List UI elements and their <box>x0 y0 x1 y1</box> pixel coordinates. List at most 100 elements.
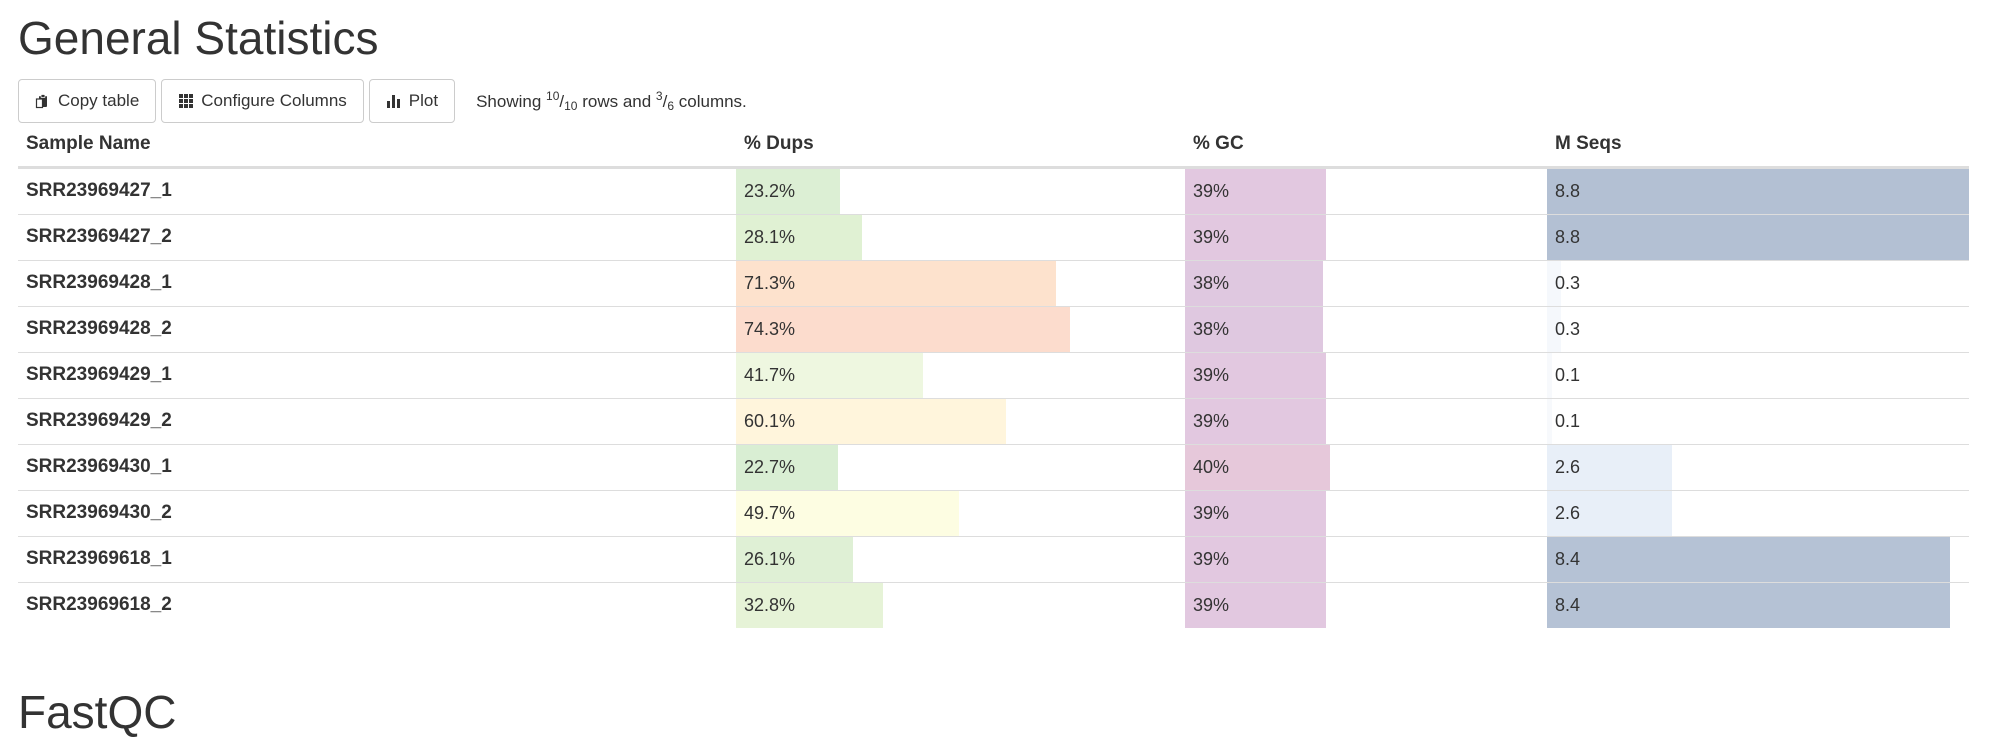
mseqs-bar-cell: 8.4 <box>1547 535 1969 582</box>
plot-button[interactable]: Plot <box>368 79 456 123</box>
dups-bar <box>736 306 1070 352</box>
mseqs-bar-value: 8.8 <box>1555 180 1581 201</box>
dups-bar-cell: 22.7% <box>736 443 1185 490</box>
gc-bar-value: 39% <box>1193 502 1230 523</box>
dups-bar <box>736 444 838 490</box>
mseqs-bar <box>1547 398 1552 444</box>
clipboard-icon <box>35 93 51 109</box>
gc-bar <box>1185 490 1327 536</box>
table-row: SRR23969429_1 41.7% 39% 0.1 <box>18 351 1969 398</box>
dups-bar-cell: 60.1% <box>736 397 1185 444</box>
gc-bar-value: 39% <box>1193 594 1230 615</box>
mseqs-bar-cell: 2.6 <box>1547 443 1969 490</box>
bar-chart-icon <box>386 93 402 109</box>
dups-bar-cell: 23.2% <box>736 166 1185 214</box>
mseqs-bar-cell: 0.3 <box>1547 259 1969 306</box>
rows-shown: 10 <box>546 89 560 103</box>
gc-bar <box>1185 444 1330 490</box>
mseqs-bar-value: 2.6 <box>1555 502 1581 523</box>
mseqs-bar <box>1547 352 1552 398</box>
sample-name-cell: SRR23969618_2 <box>18 581 736 628</box>
table-row: SRR23969427_1 23.2% 39% 8.8 <box>18 166 1969 214</box>
mseqs-bar-cell: 2.6 <box>1547 489 1969 536</box>
dups-bar <box>736 168 841 214</box>
dups-bar-cell: 26.1% <box>736 535 1185 582</box>
page-title: General Statistics <box>18 12 379 64</box>
gc-bar-cell: 39% <box>1185 535 1547 582</box>
general-stats-table: Sample Name % Dups % GC M Seqs SRR239694… <box>18 123 1969 628</box>
rows-total: 10 <box>564 99 578 113</box>
gc-bar-cell: 39% <box>1185 397 1547 444</box>
header-sample-name[interactable]: Sample Name <box>18 123 736 169</box>
dups-bar-cell: 49.7% <box>736 489 1185 536</box>
gc-bar <box>1185 306 1323 352</box>
configure-columns-label: Configure Columns <box>201 91 347 110</box>
table-row: SRR23969428_1 71.3% 38% 0.3 <box>18 259 1969 306</box>
cols-shown: 3 <box>655 89 663 103</box>
configure-columns-button[interactable]: Configure Columns <box>161 79 364 123</box>
header-dups[interactable]: % Dups <box>736 123 1185 169</box>
gc-bar-value: 39% <box>1193 226 1230 247</box>
dups-bar-cell: 71.3% <box>736 259 1185 306</box>
dups-bar <box>736 214 863 260</box>
dups-bar-cell: 41.7% <box>736 351 1185 398</box>
sample-name-cell: SRR23969427_2 <box>18 213 736 260</box>
table-row: SRR23969429_2 60.1% 39% 0.1 <box>18 397 1969 444</box>
header-mseqs[interactable]: M Seqs <box>1547 123 1969 169</box>
dups-bar-value: 71.3% <box>744 272 796 293</box>
table-row: SRR23969430_1 22.7% 40% 2.6 <box>18 443 1969 490</box>
mseqs-bar-value: 8.4 <box>1555 594 1581 615</box>
gc-bar-cell: 39% <box>1185 166 1547 214</box>
dups-bar <box>736 582 884 628</box>
copy-table-button[interactable]: Copy table <box>18 79 157 123</box>
mseqs-bar-value: 2.6 <box>1555 456 1581 477</box>
dups-bar-value: 26.1% <box>744 548 796 569</box>
mseqs-bar <box>1547 260 1562 306</box>
mseqs-bar-value: 0.3 <box>1555 318 1581 339</box>
sample-name-cell: SRR23969430_1 <box>18 443 736 490</box>
gc-bar-value: 40% <box>1193 456 1230 477</box>
dups-bar-cell: 74.3% <box>736 305 1185 352</box>
plot-label: Plot <box>408 91 439 110</box>
gc-bar-value: 38% <box>1193 318 1230 339</box>
dups-bar-value: 23.2% <box>744 180 796 201</box>
dups-bar <box>736 490 960 536</box>
dups-bar-value: 22.7% <box>744 456 796 477</box>
mseqs-bar <box>1547 582 1950 628</box>
mseqs-bar <box>1547 306 1562 352</box>
dups-bar-value: 49.7% <box>744 502 796 523</box>
table-row: SRR23969428_2 74.3% 38% 0.3 <box>18 305 1969 352</box>
gc-bar-value: 39% <box>1193 410 1230 431</box>
mseqs-bar-cell: 0.3 <box>1547 305 1969 352</box>
dups-bar-cell: 32.8% <box>736 581 1185 628</box>
copy-table-label: Copy table <box>58 91 140 110</box>
mseqs-bar-value: 8.8 <box>1555 226 1581 247</box>
sample-name-cell: SRR23969428_2 <box>18 305 736 352</box>
gc-bar <box>1185 582 1327 628</box>
dups-bar-value: 41.7% <box>744 364 796 385</box>
dups-bar-value: 28.1% <box>744 226 796 247</box>
sample-name-cell: SRR23969430_2 <box>18 489 736 536</box>
mseqs-bar-value: 0.1 <box>1555 410 1581 431</box>
sample-name-cell: SRR23969429_2 <box>18 397 736 444</box>
next-section-title: FastQC <box>18 686 177 738</box>
table-row: SRR23969427_2 28.1% 39% 8.8 <box>18 213 1969 260</box>
mseqs-bar-cell: 8.8 <box>1547 213 1969 260</box>
header-gc[interactable]: % GC <box>1185 123 1547 169</box>
table-row: SRR23969618_1 26.1% 39% 8.4 <box>18 535 1969 582</box>
dups-bar <box>736 536 854 582</box>
mseqs-bar-value: 8.4 <box>1555 548 1581 569</box>
sample-name-cell: SRR23969428_1 <box>18 259 736 306</box>
gc-bar-value: 38% <box>1193 272 1230 293</box>
dups-bar <box>736 398 1006 444</box>
dups-bar-cell: 28.1% <box>736 213 1185 260</box>
table-toolbar: Copy table Configure Columns Plot Showin… <box>18 79 747 123</box>
gc-bar <box>1185 352 1327 398</box>
mseqs-bar-cell: 0.1 <box>1547 397 1969 444</box>
gc-bar-cell: 39% <box>1185 213 1547 260</box>
mseqs-bar <box>1547 214 1969 260</box>
grid-icon <box>178 93 194 109</box>
dups-bar-value: 32.8% <box>744 594 796 615</box>
gc-bar-cell: 40% <box>1185 443 1547 490</box>
sample-name-cell: SRR23969427_1 <box>18 166 736 214</box>
